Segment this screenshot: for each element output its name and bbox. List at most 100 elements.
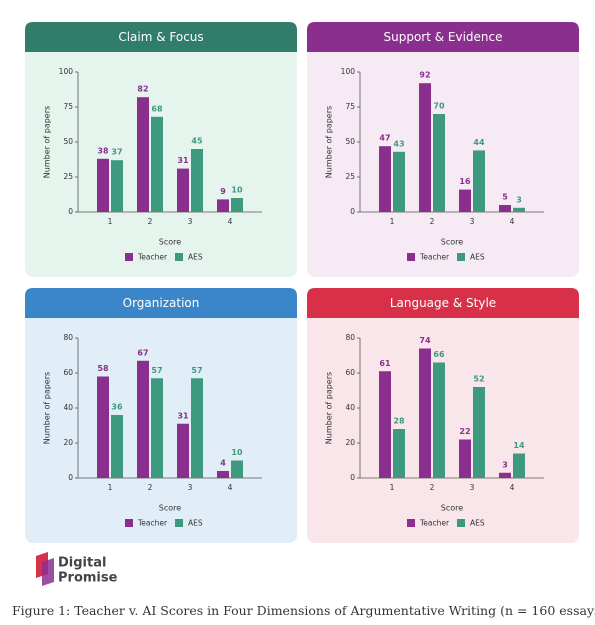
y-tick-label: 20 — [63, 438, 73, 447]
x-tick-label: 2 — [430, 483, 435, 492]
data-label: 47 — [379, 134, 390, 143]
bar — [459, 439, 471, 478]
x-axis-label: Score — [441, 504, 463, 513]
chart-panel: Claim & Focus 0 25 50 75 100 1 38 37 2 82 68 3 31 45 4 9… — [25, 22, 297, 277]
y-tick-label: 80 — [345, 333, 355, 342]
data-label: 3 — [502, 460, 508, 469]
x-tick-label: 1 — [390, 217, 395, 226]
data-label: 58 — [97, 364, 109, 373]
x-tick-label: 3 — [188, 483, 193, 492]
legend-swatch — [175, 253, 183, 261]
data-label: 82 — [137, 85, 148, 94]
bar — [419, 83, 431, 212]
legend-label: AES — [470, 253, 485, 262]
chart-title: Claim & Focus — [118, 30, 203, 44]
legend-swatch — [125, 519, 133, 527]
panel-header — [25, 288, 297, 318]
bar — [151, 116, 163, 212]
bar — [419, 348, 431, 478]
bar — [217, 471, 229, 478]
bar — [177, 423, 189, 478]
x-tick-label: 3 — [188, 217, 193, 226]
x-axis-label: Score — [159, 504, 181, 513]
legend-label: AES — [470, 519, 485, 528]
chart-title: Support & Evidence — [383, 30, 502, 44]
data-label: 57 — [151, 366, 162, 375]
y-tick-label: 25 — [345, 172, 355, 181]
bar — [177, 168, 189, 212]
y-tick-label: 0 — [350, 207, 355, 216]
x-tick-label: 2 — [430, 217, 435, 226]
legend-label: AES — [188, 253, 203, 262]
legend-swatch — [407, 253, 415, 261]
data-label: 28 — [393, 417, 405, 426]
legend-label: Teacher — [137, 253, 168, 262]
chart-title: Organization — [123, 296, 200, 310]
data-label: 9 — [220, 187, 226, 196]
data-label: 57 — [191, 366, 202, 375]
y-tick-label: 100 — [341, 67, 356, 76]
legend-label: AES — [188, 519, 203, 528]
x-axis-label: Score — [441, 238, 463, 247]
legend-swatch — [407, 519, 415, 527]
data-label: 16 — [459, 177, 471, 186]
panel-header — [307, 22, 579, 52]
bar — [393, 151, 405, 212]
data-label: 61 — [379, 359, 391, 368]
y-tick-label: 50 — [345, 137, 355, 146]
data-label: 37 — [111, 148, 122, 157]
bar — [473, 387, 485, 478]
x-tick-label: 4 — [510, 483, 515, 492]
y-tick-label: 40 — [63, 403, 73, 412]
bar — [499, 472, 511, 478]
chart-panel: Support & Evidence0255075100147432927031… — [307, 22, 579, 277]
data-label: 10 — [231, 186, 243, 195]
data-label: 14 — [513, 441, 525, 450]
data-label: 3 — [516, 195, 522, 204]
legend-swatch — [457, 253, 465, 261]
data-label: 66 — [433, 350, 445, 359]
x-tick-label: 2 — [148, 483, 153, 492]
data-label: 22 — [459, 427, 470, 436]
y-tick-label: 25 — [63, 172, 73, 181]
y-tick-label: 75 — [63, 102, 73, 111]
data-label: 45 — [191, 137, 203, 146]
y-tick-label: 100 — [59, 67, 74, 76]
y-tick-label: 0 — [68, 473, 73, 482]
y-axis-label: Number of papers — [325, 106, 334, 178]
bar — [137, 97, 149, 212]
bar — [231, 460, 243, 478]
x-tick-label: 4 — [228, 483, 233, 492]
y-tick-label: 60 — [63, 368, 73, 377]
panel-header — [25, 22, 297, 52]
logo: Digital Promise — [36, 552, 118, 586]
legend-swatch — [125, 253, 133, 261]
data-label: 31 — [177, 411, 189, 420]
y-axis-label: Number of papers — [43, 372, 52, 444]
data-label: 43 — [393, 139, 404, 148]
y-tick-label: 80 — [63, 333, 73, 342]
data-label: 36 — [111, 403, 123, 412]
y-tick-label: 0 — [350, 473, 355, 482]
bar — [151, 378, 163, 478]
bar — [217, 199, 229, 212]
logo-text: Promise — [58, 571, 118, 586]
bar — [97, 376, 109, 478]
legend-swatch — [175, 519, 183, 527]
y-tick-label: 60 — [345, 368, 355, 377]
panel-header — [307, 288, 579, 318]
y-tick-label: 50 — [63, 137, 73, 146]
chart-panel: Organization0204060801583626757331574410… — [25, 288, 297, 543]
y-tick-label: 0 — [68, 207, 73, 216]
y-tick-label: 20 — [345, 438, 355, 447]
data-label: 92 — [419, 71, 430, 80]
y-tick-label: 40 — [345, 403, 355, 412]
data-label: 68 — [151, 104, 163, 113]
data-label: 74 — [419, 336, 431, 345]
x-tick-label: 1 — [108, 483, 113, 492]
bar — [513, 207, 525, 212]
legend-swatch — [457, 519, 465, 527]
bar — [191, 378, 203, 478]
